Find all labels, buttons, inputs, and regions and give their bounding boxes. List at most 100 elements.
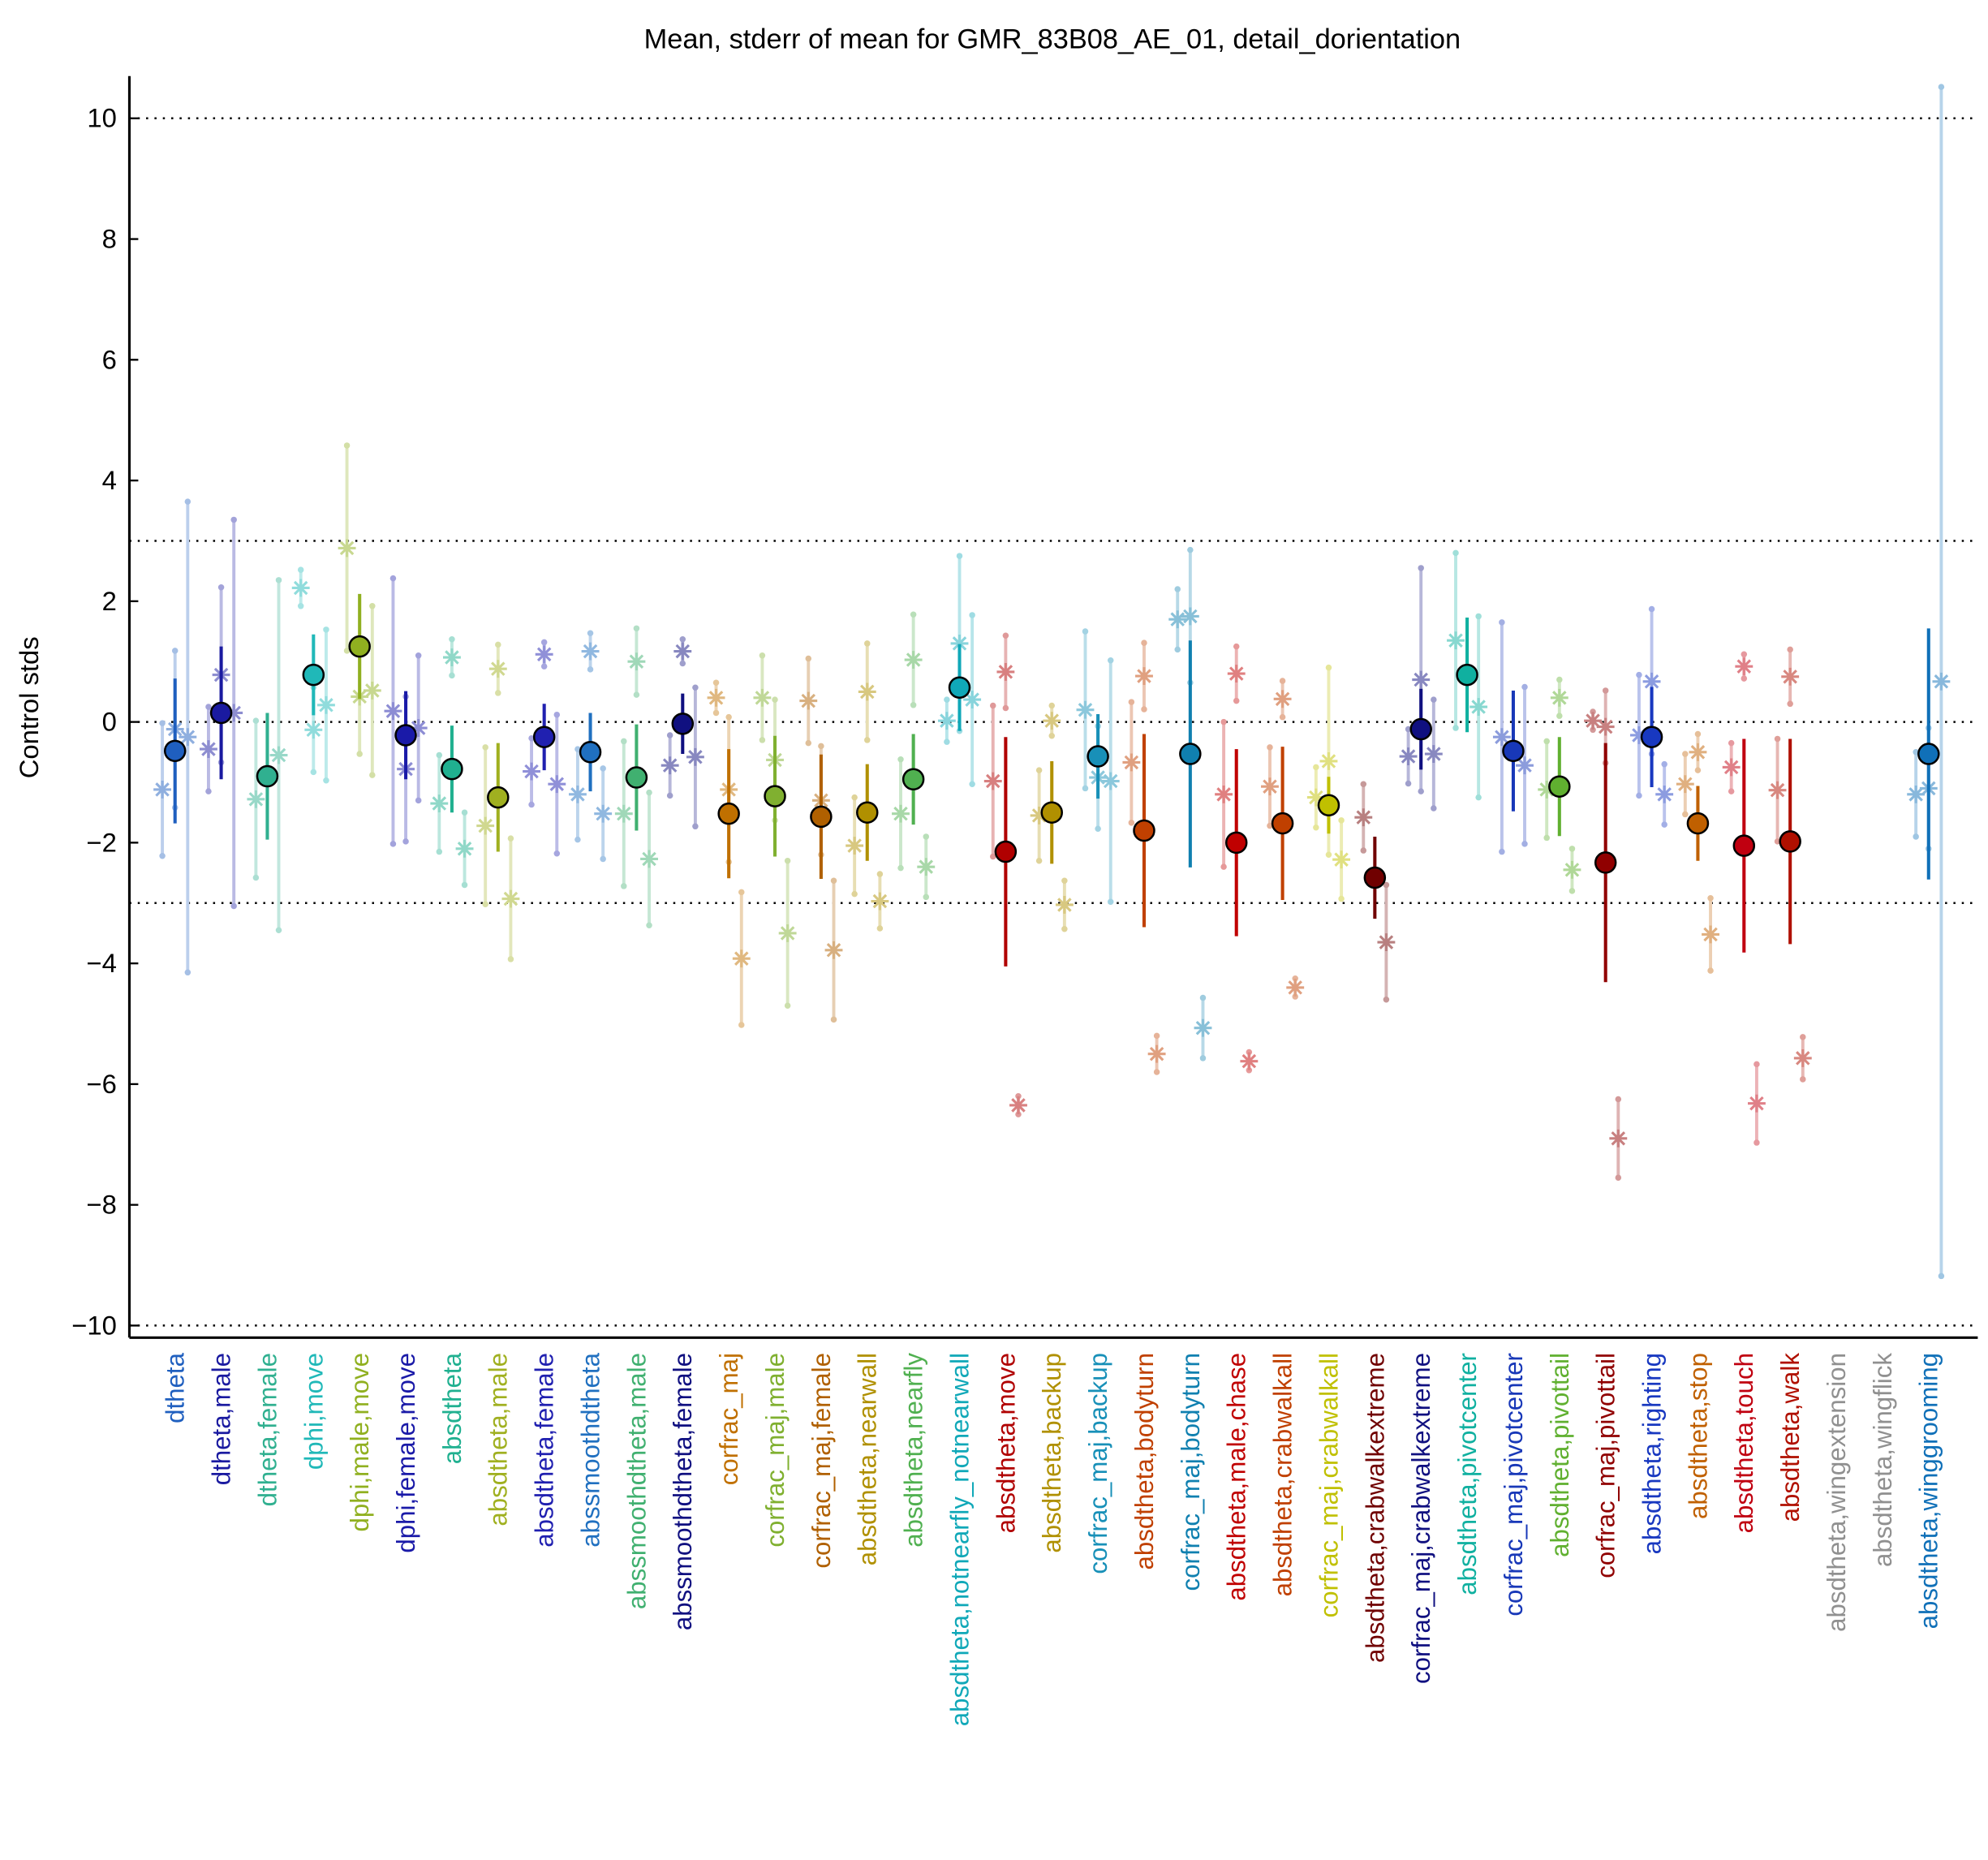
error-cap xyxy=(1061,925,1068,932)
error-cap xyxy=(1556,676,1563,683)
x-tick-label: absdtheta,bodyturn xyxy=(1130,1353,1159,1569)
x-tick-label: absdtheta,walk xyxy=(1776,1353,1805,1522)
error-cap xyxy=(540,663,548,670)
replicate-asterisk xyxy=(627,652,646,671)
error-cap xyxy=(1082,628,1089,635)
error-cap xyxy=(864,640,871,647)
replicate-asterisk xyxy=(1907,785,1926,803)
replicate-asterisk xyxy=(1377,933,1396,952)
y-tick-label: −4 xyxy=(86,948,116,978)
mean-marker xyxy=(1409,717,1432,741)
error-cap xyxy=(540,639,548,646)
mean-marker xyxy=(1133,819,1155,842)
replicate-asterisk xyxy=(892,804,910,823)
error-cap xyxy=(369,772,376,778)
error-cap xyxy=(1279,713,1286,721)
x-tick-label: abssmoothdtheta,female xyxy=(669,1353,697,1630)
error-cap xyxy=(1360,781,1367,787)
error-cap xyxy=(574,836,581,843)
error-cap xyxy=(666,792,673,799)
error-cap xyxy=(343,442,351,449)
error-cap xyxy=(1313,825,1319,831)
error-cap xyxy=(436,848,443,855)
error-cap xyxy=(252,874,260,881)
error-cap xyxy=(666,732,673,738)
error-cap xyxy=(1938,84,1945,90)
error-cap xyxy=(1615,1174,1622,1181)
error-cap xyxy=(738,1022,745,1028)
replicate-asterisk xyxy=(996,662,1015,681)
replicate-asterisk xyxy=(1354,808,1373,827)
error-cap xyxy=(507,956,514,962)
replicate-asterisk xyxy=(384,702,402,721)
error-cap xyxy=(1153,1069,1160,1075)
error-cap xyxy=(495,641,501,648)
mean-marker xyxy=(1456,663,1478,687)
error-cap xyxy=(205,704,212,710)
mean-marker xyxy=(1363,866,1387,889)
error-cap xyxy=(1107,898,1114,906)
replicate-asterisk xyxy=(1584,712,1603,730)
x-tick-label: absdtheta,stop xyxy=(1684,1353,1712,1519)
error-cap xyxy=(415,797,422,804)
error-cap xyxy=(1753,1061,1760,1068)
chart-title: Mean, stderr of mean for GMR_83B08_AE_01… xyxy=(644,24,1461,54)
replicate-asterisk xyxy=(963,691,982,709)
error-cap xyxy=(923,833,930,840)
error-cap xyxy=(171,648,179,654)
error-cap xyxy=(1452,725,1459,731)
error-cap xyxy=(830,1016,837,1023)
replicate-asterisk xyxy=(1596,717,1615,736)
replicate-asterisk xyxy=(1469,698,1488,716)
error-cap xyxy=(851,794,858,801)
replicate-asterisk xyxy=(200,740,217,759)
replicate-asterisk xyxy=(1676,775,1694,794)
x-tick-label: corfrac_maj,pivottail xyxy=(1592,1353,1620,1578)
error-cap xyxy=(1141,706,1147,713)
error-cap xyxy=(1233,643,1240,650)
replicate-asterisk xyxy=(1240,1052,1259,1070)
replicate-asterisk xyxy=(1768,781,1787,799)
error-cap xyxy=(876,871,884,877)
error-cap xyxy=(805,655,812,662)
error-cap xyxy=(1035,767,1043,773)
error-cap xyxy=(389,575,397,582)
error-cap xyxy=(1774,735,1781,743)
error-cap xyxy=(851,890,858,898)
error-cap xyxy=(1521,683,1528,691)
mean-marker xyxy=(717,802,740,825)
mean-marker xyxy=(764,785,786,807)
replicate-asterisk xyxy=(568,785,587,803)
error-cap xyxy=(1431,805,1437,812)
error-cap xyxy=(1035,857,1043,864)
y-tick-label: 2 xyxy=(102,586,117,616)
mean-marker xyxy=(1040,801,1063,824)
error-cap xyxy=(818,743,824,750)
error-cap xyxy=(910,611,917,618)
replicate-asterisk xyxy=(1168,610,1187,629)
error-cap xyxy=(1048,732,1055,739)
error-cap xyxy=(1568,846,1576,852)
error-cap xyxy=(1405,725,1412,733)
error-cap xyxy=(1800,1076,1806,1083)
error-cap xyxy=(1556,713,1563,719)
mean-marker xyxy=(1317,794,1340,817)
error-cap xyxy=(461,809,468,816)
mean-marker xyxy=(1594,851,1617,874)
replicate-asterisk xyxy=(1550,688,1568,707)
error-cap xyxy=(1787,646,1793,653)
replicate-asterisk xyxy=(1735,657,1753,676)
error-cap xyxy=(784,857,791,864)
replicate-asterisk xyxy=(1009,1096,1027,1114)
mean-marker xyxy=(441,757,463,781)
x-tick-label: absdtheta,pivotcenter xyxy=(1453,1353,1482,1595)
error-cap xyxy=(323,777,329,784)
error-cap xyxy=(553,850,561,857)
error-cap xyxy=(436,751,443,759)
error-cap xyxy=(600,765,606,772)
error-cap xyxy=(297,603,304,609)
error-cap xyxy=(1728,788,1735,794)
replicate-asterisk xyxy=(488,660,507,678)
replicate-asterisk xyxy=(1516,756,1534,775)
